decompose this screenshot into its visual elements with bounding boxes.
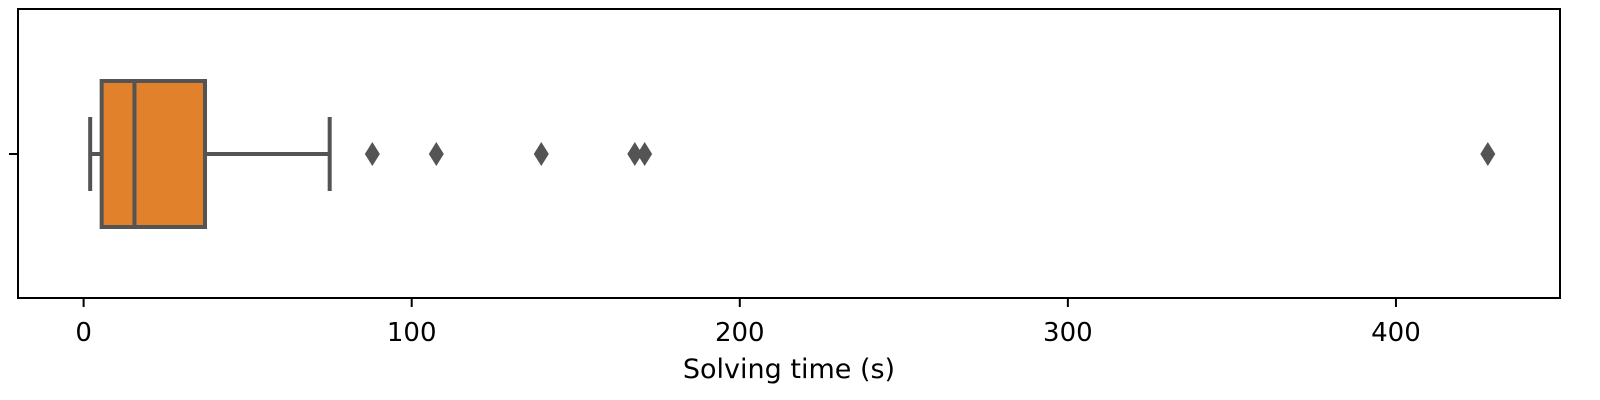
outlier-point: [637, 142, 653, 166]
x-tick-label: 400: [1371, 318, 1421, 348]
x-tick-label: 300: [1043, 318, 1093, 348]
outlier-point: [428, 142, 444, 166]
outlier-point: [1480, 142, 1496, 166]
outlier-point: [627, 142, 643, 166]
x-axis-label: Solving time (s): [683, 354, 895, 385]
outlier-point: [364, 142, 380, 166]
x-tick-label: 100: [387, 318, 437, 348]
box-plot-marks: [88, 79, 1496, 229]
x-tick-label: 200: [715, 318, 765, 348]
iqr-box: [99, 79, 208, 229]
x-tick-label: 0: [75, 318, 92, 348]
x-axis: 0 100 200 300 400: [75, 298, 1421, 348]
outlier-point: [533, 142, 549, 166]
